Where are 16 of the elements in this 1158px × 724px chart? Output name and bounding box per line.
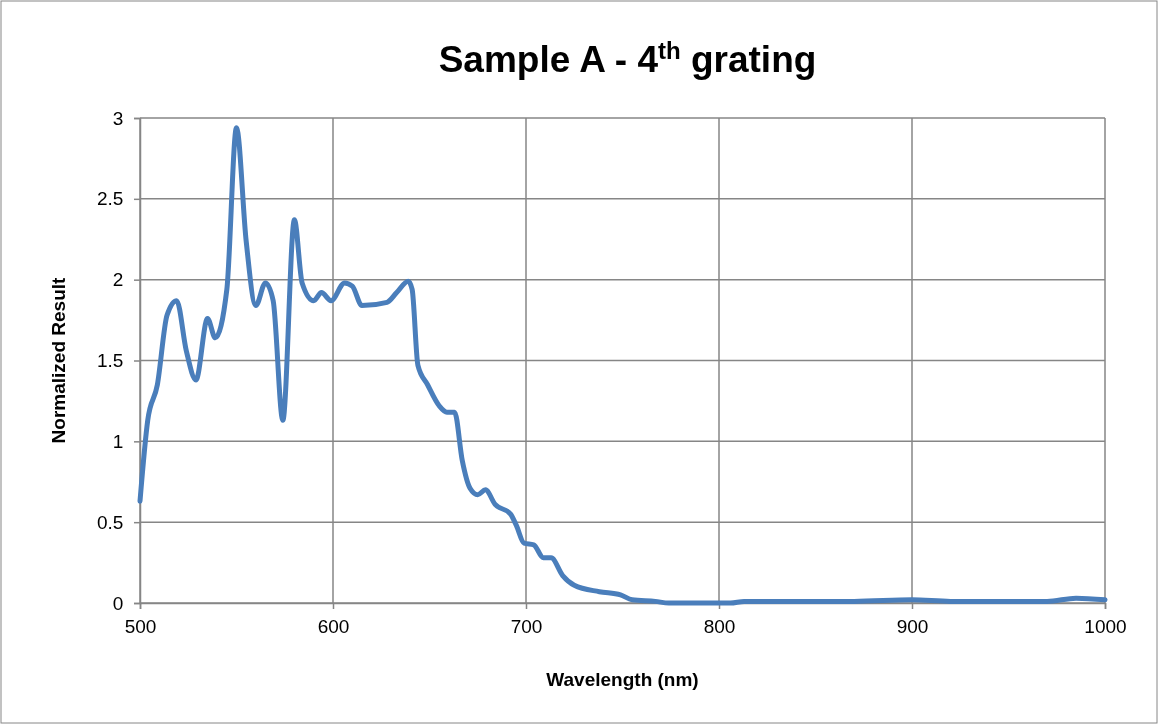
y-tick-label: 0.5	[96, 511, 124, 533]
y-axis-title: Normalized Result	[48, 276, 69, 444]
y-tick-label: 3	[112, 107, 124, 129]
y-tick-label: 1	[112, 430, 124, 452]
y-tick-label: 2	[112, 269, 124, 291]
y-tick-label: 2.5	[96, 188, 124, 210]
x-tick-label: 1000	[1084, 615, 1127, 637]
x-tick-label: 500	[124, 615, 157, 637]
y-tick-label: 1.5	[96, 350, 124, 372]
x-tick-label: 800	[703, 615, 736, 637]
x-tick-label: 600	[317, 615, 350, 637]
x-tick-label: 700	[510, 615, 543, 637]
chart-title: Sample A - 4$^{th}$ grating	[438, 36, 817, 80]
x-axis-title: Wavelength (nm)	[546, 669, 699, 690]
y-tick-label: 0	[112, 592, 124, 614]
x-tick-label: 900	[896, 615, 929, 637]
